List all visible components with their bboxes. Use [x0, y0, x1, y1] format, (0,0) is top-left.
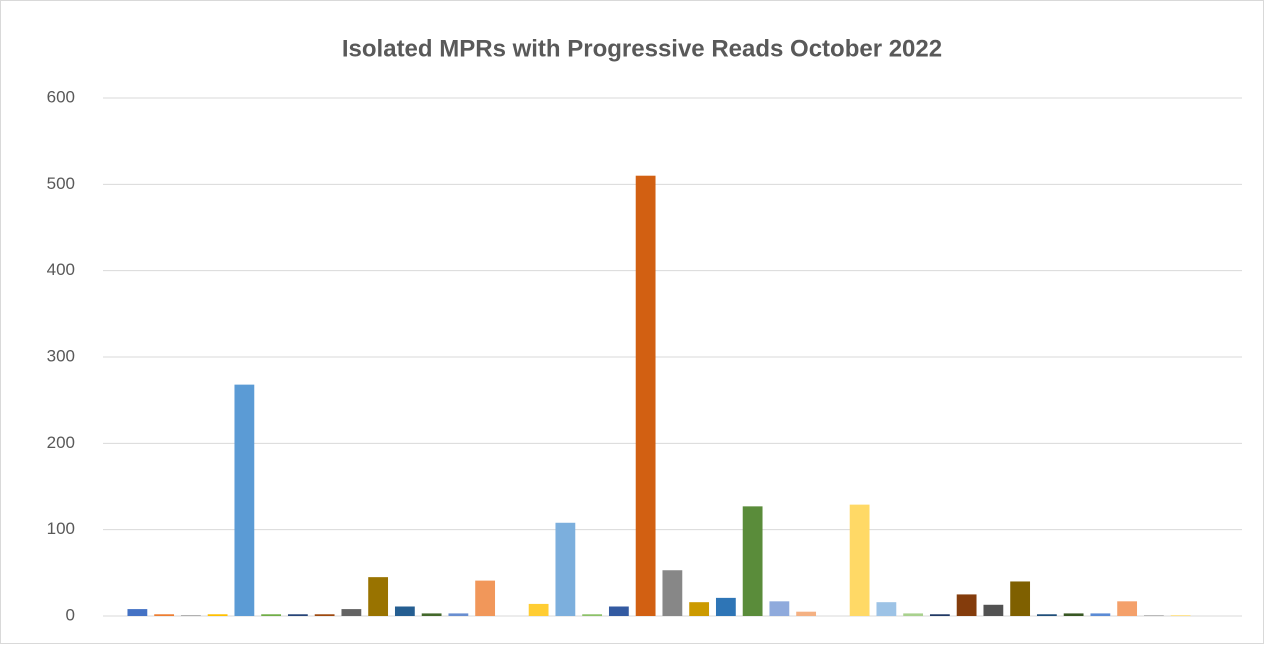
bar	[448, 613, 469, 616]
bar	[1143, 615, 1164, 616]
bar	[608, 606, 629, 616]
bar	[715, 597, 736, 616]
bar	[154, 614, 175, 616]
bar	[1170, 615, 1191, 616]
bar	[207, 614, 228, 616]
bar	[983, 604, 1004, 616]
bar	[956, 594, 977, 616]
bar	[876, 602, 897, 616]
bar	[127, 609, 148, 616]
bar	[582, 614, 603, 616]
bar	[314, 614, 335, 616]
y-tick-label: 600	[47, 87, 75, 106]
bar	[689, 602, 710, 616]
y-tick-label: 300	[47, 346, 75, 365]
bar	[287, 614, 308, 616]
y-tick-label: 100	[47, 519, 75, 538]
bar	[796, 611, 817, 616]
bar	[1010, 581, 1031, 616]
y-tick-label: 200	[47, 433, 75, 452]
bar	[1090, 613, 1111, 616]
bar	[368, 577, 389, 616]
bar	[341, 609, 362, 616]
bar	[769, 601, 790, 616]
bar	[555, 522, 576, 616]
bar	[635, 175, 656, 616]
bar	[1063, 613, 1084, 616]
chart-title: Isolated MPRs with Progressive Reads Oct…	[342, 35, 942, 62]
bar	[1117, 601, 1138, 616]
bar	[903, 613, 924, 616]
bar	[421, 613, 442, 616]
bar	[1036, 614, 1057, 616]
bar	[849, 504, 870, 616]
bar	[394, 606, 415, 616]
y-tick-label: 400	[47, 260, 75, 279]
bar	[475, 580, 496, 616]
y-tick-label: 500	[47, 174, 75, 193]
bar	[742, 506, 763, 616]
bar	[929, 614, 950, 616]
y-tick-label: 0	[66, 605, 75, 624]
bar	[662, 570, 683, 616]
bar	[180, 615, 201, 616]
bar	[528, 603, 549, 616]
bar	[261, 614, 282, 616]
bar	[234, 384, 255, 616]
